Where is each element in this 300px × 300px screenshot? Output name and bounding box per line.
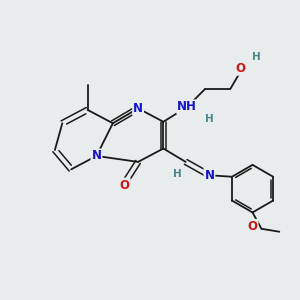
Text: O: O	[120, 178, 130, 192]
Text: H: H	[173, 169, 182, 179]
Text: O: O	[236, 62, 246, 75]
Text: N: N	[204, 169, 214, 182]
Text: NH: NH	[177, 100, 197, 113]
Text: N: N	[133, 102, 143, 115]
Text: H: H	[205, 114, 214, 124]
Text: H: H	[252, 52, 260, 62]
Text: N: N	[92, 149, 101, 162]
Text: O: O	[248, 220, 257, 233]
